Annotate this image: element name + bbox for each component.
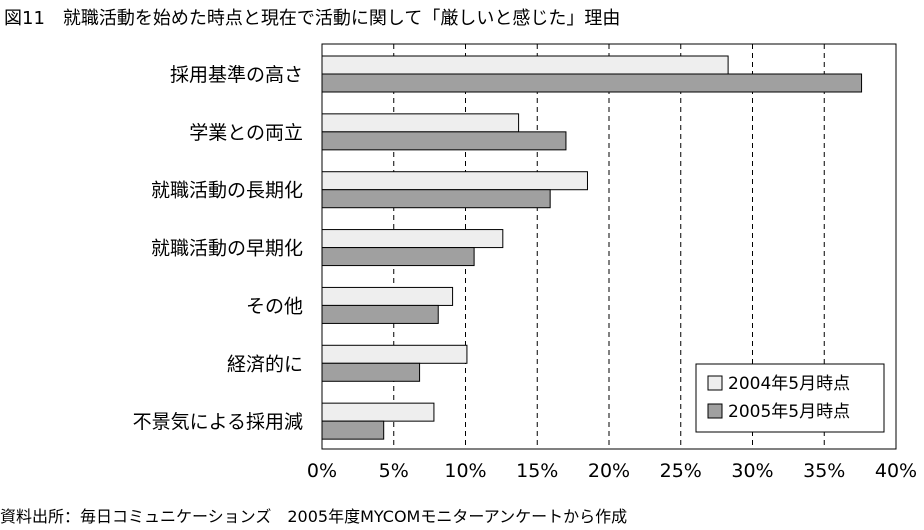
x-tick-label: 35%: [803, 460, 845, 482]
category-label: 学業との両立: [189, 122, 303, 144]
bar-layer: [321, 55, 863, 440]
plot-frame: [321, 43, 897, 450]
legend: 2004年5月時点 2005年5月時点: [695, 363, 885, 433]
bar-2005: [321, 247, 475, 267]
category-label: その他: [246, 295, 303, 317]
bar-2005: [321, 420, 385, 440]
category-label: 経済的に: [227, 353, 303, 375]
x-tick-label: 10%: [444, 460, 486, 482]
source-note: 資料出所：毎日コミュニケーションズ 2005年度MYCOMモニターアンケートから…: [0, 507, 628, 526]
bar-2005: [321, 304, 439, 324]
tick-labels: 0% 5% 10% 15% 20% 25% 30% 35% 40%: [307, 460, 917, 482]
chart-title: 図11 就職活動を始めた時点と現在で活動に関して「厳しいと感じた」理由: [4, 8, 621, 29]
bar-2004: [321, 55, 729, 75]
legend-label: 2004年5月時点: [728, 374, 850, 394]
bar-chart: 採用基準の高さ学業との両立就職活動の長期化就職活動の早期化その他経済的に不景気に…: [133, 43, 917, 482]
bar-2004: [321, 286, 454, 306]
bar-2004: [321, 113, 520, 133]
x-tick-label: 25%: [660, 460, 702, 482]
legend-label: 2005年5月時点: [728, 402, 850, 422]
bar-2005: [321, 362, 421, 382]
category-label: 就職活動の長期化: [151, 180, 303, 202]
legend-box: [695, 363, 885, 433]
bar-2005: [321, 73, 863, 93]
bar-2004: [321, 171, 588, 191]
bar-2004: [321, 229, 504, 249]
category-labels: 採用基準の高さ学業との両立就職活動の長期化就職活動の早期化その他経済的に不景気に…: [133, 64, 303, 433]
x-tick-label: 30%: [731, 460, 773, 482]
bar-2005: [321, 189, 551, 209]
x-tick-label: 20%: [588, 460, 630, 482]
legend-swatch: [707, 403, 723, 419]
bar-2005: [321, 131, 567, 151]
x-tick-label: 0%: [307, 460, 337, 482]
bar-2004: [321, 402, 435, 422]
category-label: 不景気による採用減: [133, 411, 303, 433]
x-tick-label: 5%: [379, 460, 409, 482]
bar-2004: [321, 344, 468, 364]
category-label: 就職活動の早期化: [151, 238, 303, 260]
x-tick-label: 40%: [875, 460, 917, 482]
x-tick-label: 15%: [516, 460, 558, 482]
category-label: 採用基準の高さ: [170, 64, 303, 86]
legend-swatch: [707, 375, 723, 391]
